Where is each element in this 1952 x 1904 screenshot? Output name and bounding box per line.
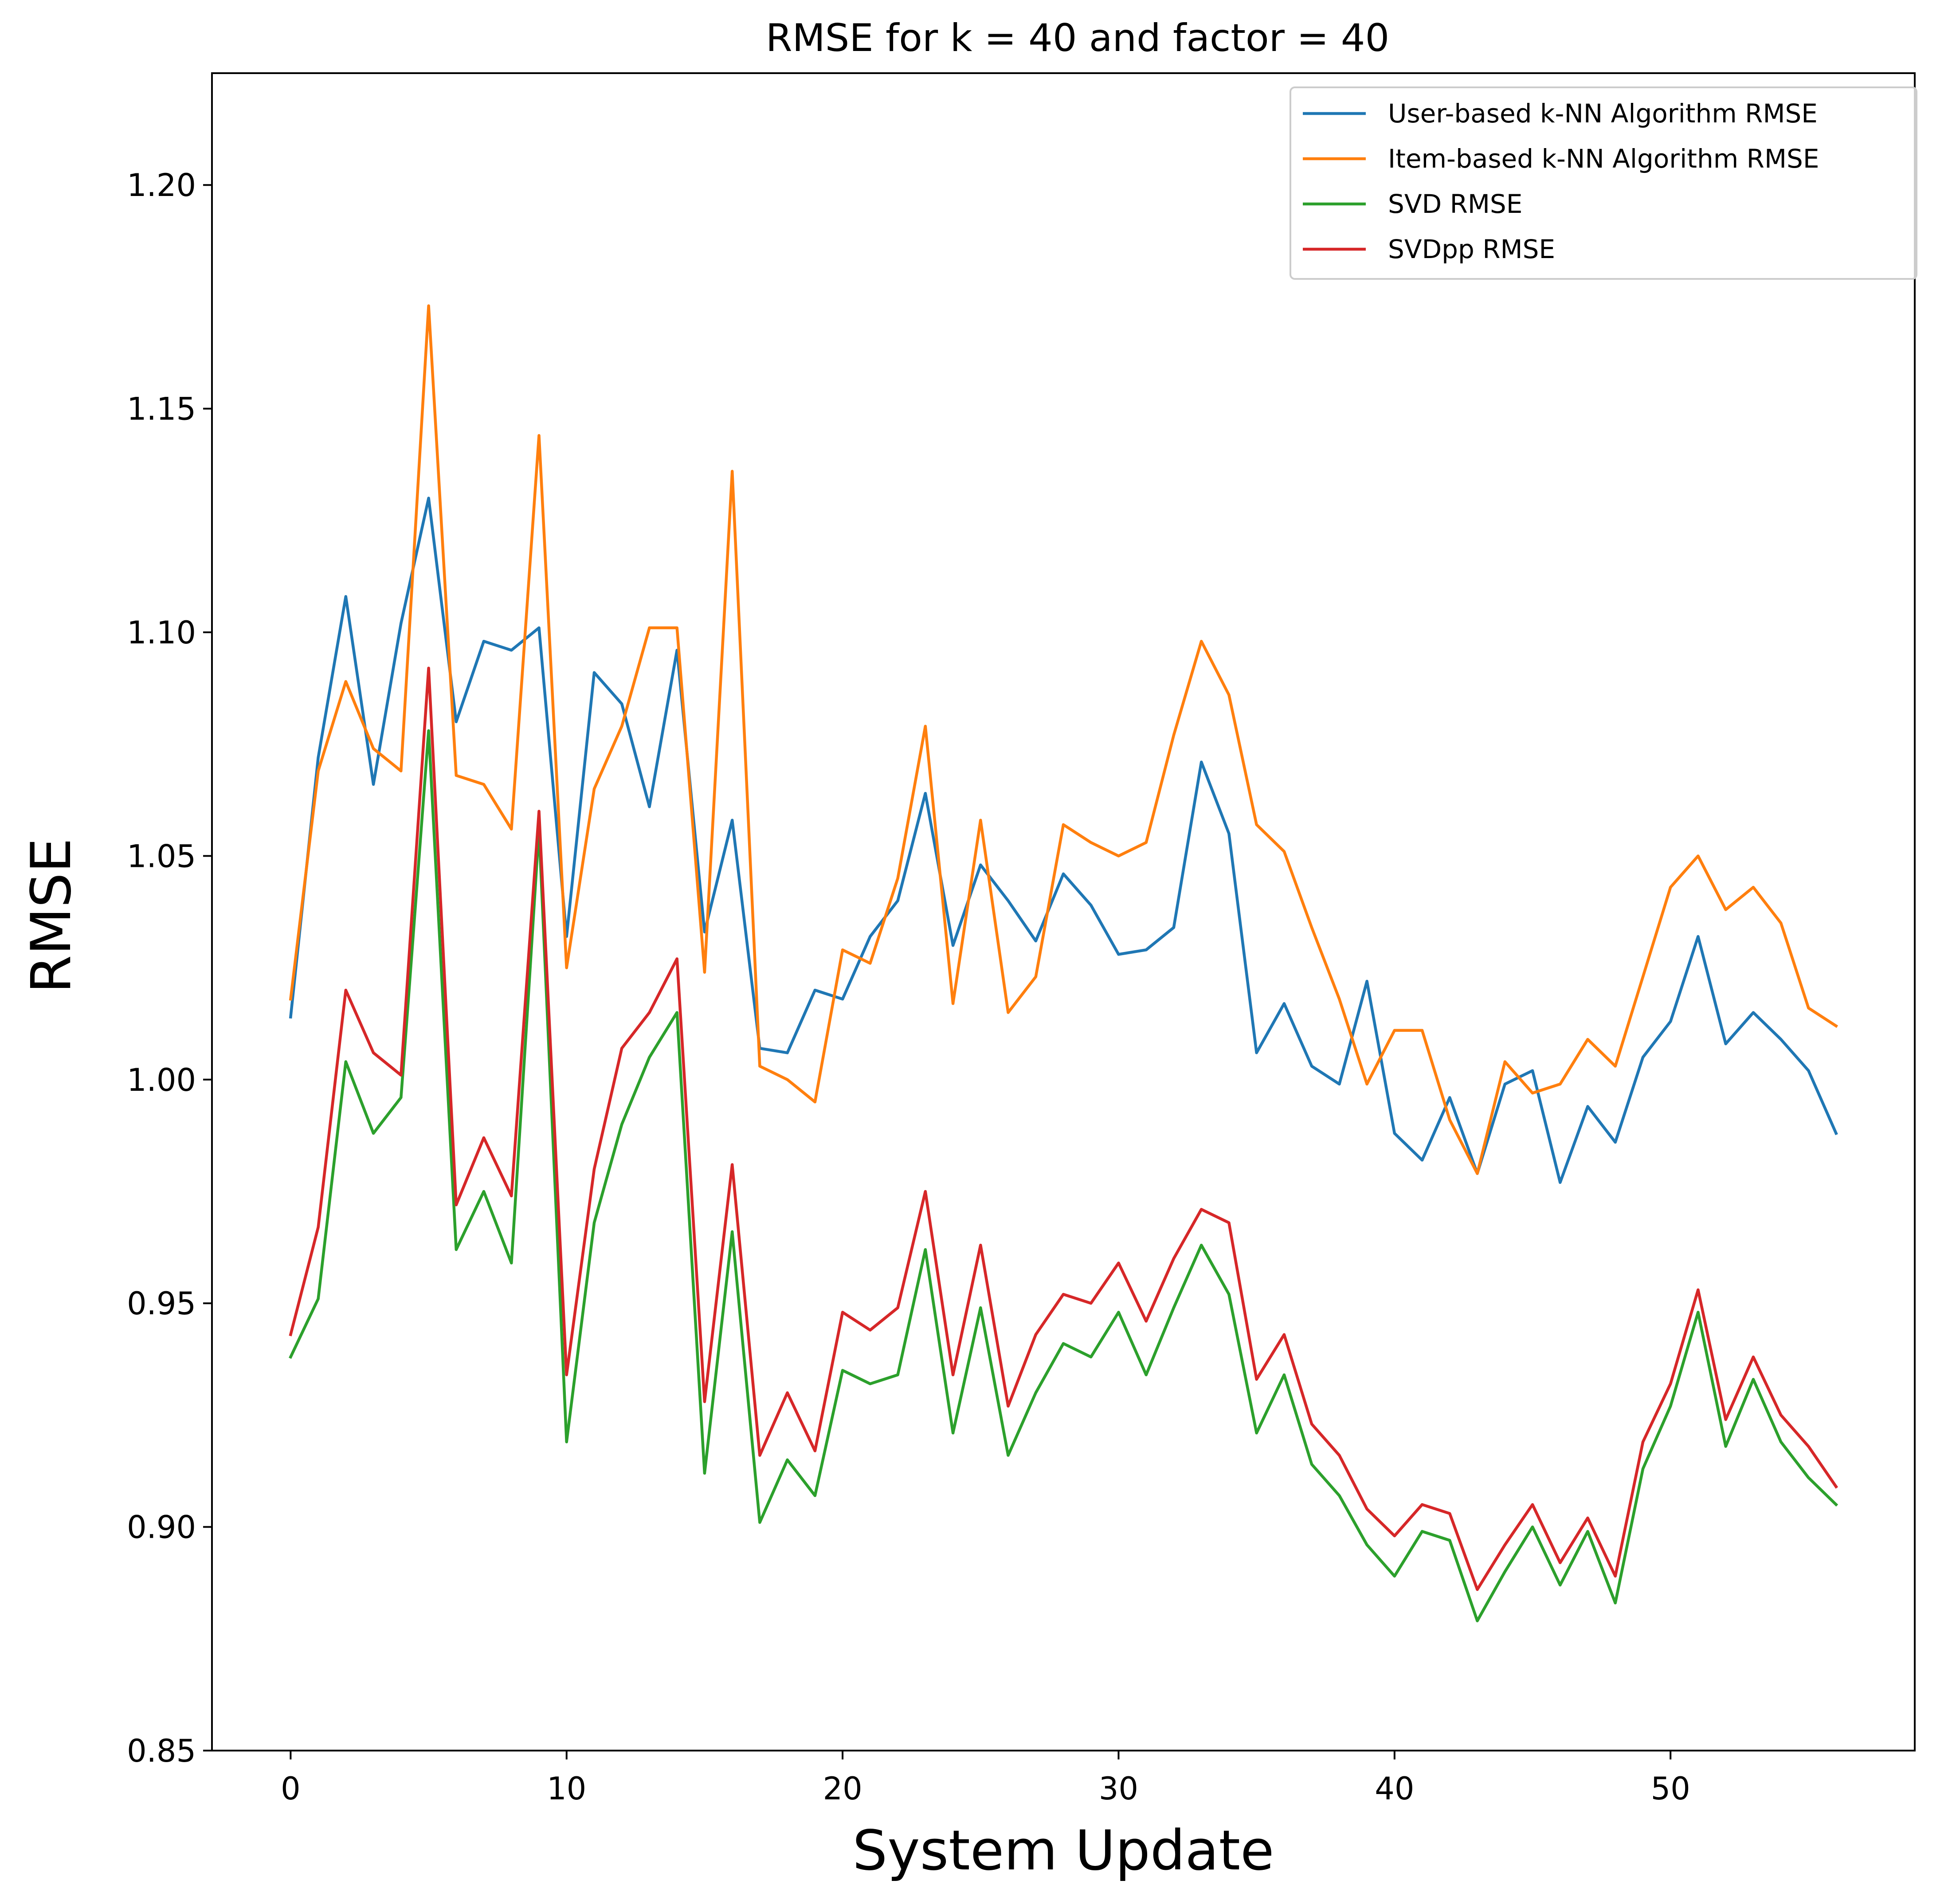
legend-frame (1290, 86, 1917, 280)
y-tick-label: 0.95 (127, 1285, 196, 1322)
series-line-4 (289, 666, 1838, 1591)
legend-label-2: Item-based k-NN Algorithm RMSE (1388, 144, 1819, 174)
y-tick-label: 1.00 (127, 1062, 196, 1098)
x-tick-label: 0 (281, 1771, 301, 1807)
x-tick-label: 50 (1651, 1771, 1690, 1807)
y-tick-label: 1.05 (127, 838, 196, 874)
y-tick-label: 1.15 (127, 391, 196, 427)
plot-area (212, 73, 1915, 1751)
legend-label-3: SVD RMSE (1388, 189, 1522, 219)
plot-background (212, 73, 1915, 1751)
y-tick-label: 0.90 (127, 1509, 196, 1546)
series-line-2 (289, 304, 1838, 1175)
series-line-3 (289, 729, 1838, 1622)
y-tick-label: 1.20 (127, 167, 196, 204)
y-axis: 0.85 0.90 0.95 1.00 1.05 1.10 1.15 1.20 (127, 167, 212, 1769)
y-tick-label: 1.10 (127, 615, 196, 651)
x-tick-label: 40 (1375, 1771, 1414, 1807)
x-tick-label: 10 (547, 1771, 586, 1807)
x-tick-label: 30 (1099, 1771, 1138, 1807)
x-tick-label: 20 (823, 1771, 862, 1807)
x-axis-label: System Update (853, 1819, 1274, 1883)
y-tick-label: 0.85 (127, 1733, 196, 1769)
series-line-1 (289, 497, 1838, 1184)
legend-label-4: SVDpp RMSE (1388, 234, 1555, 264)
series-layer (289, 304, 1838, 1622)
x-axis: 0 10 20 30 40 50 (281, 1751, 1690, 1807)
plot-frame (211, 72, 1916, 1751)
y-axis-label: RMSE (20, 838, 83, 993)
legend: User-based k-NN Algorithm RMSE Item-based… (1290, 86, 1917, 280)
legend-label-1: User-based k-NN Algorithm RMSE (1388, 98, 1818, 129)
chart-title: RMSE for k = 40 and factor = 40 (766, 16, 1389, 60)
